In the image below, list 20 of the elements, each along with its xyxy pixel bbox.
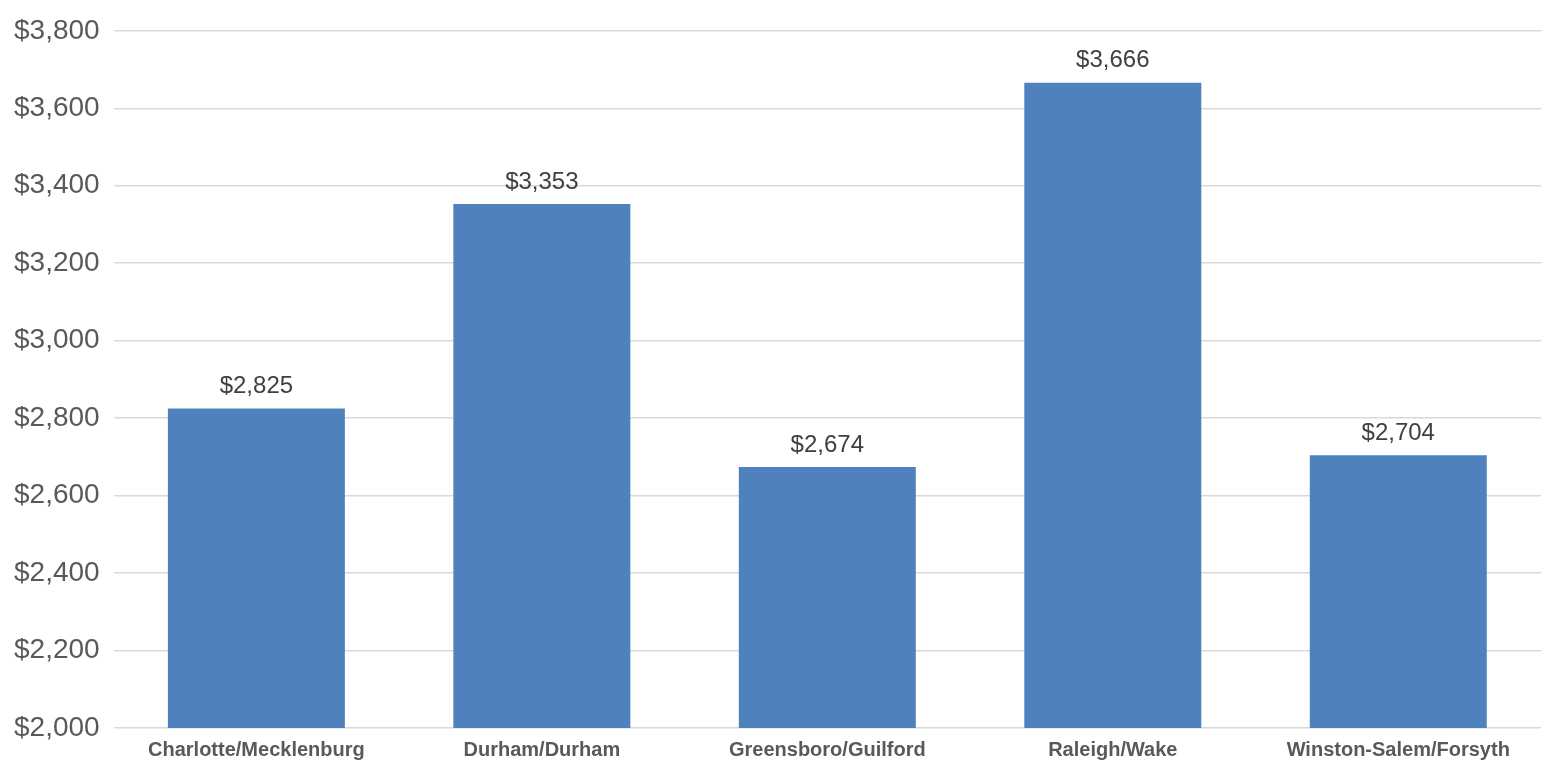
data-label: $2,704 bbox=[1361, 417, 1435, 445]
x-tick-label: Greensboro/Guilford bbox=[728, 737, 926, 760]
x-tick-label: Winston-Salem/Forsyth bbox=[1286, 737, 1510, 760]
data-label: $3,666 bbox=[1076, 45, 1150, 73]
y-tick-label: $3,000 bbox=[14, 323, 100, 355]
y-tick-label: $3,800 bbox=[14, 13, 100, 45]
y-tick-label: $3,400 bbox=[14, 168, 100, 200]
x-tick-label: Durham/Durham bbox=[463, 737, 621, 760]
y-tick-label: $2,000 bbox=[14, 710, 100, 742]
y-tick-label: $2,800 bbox=[14, 400, 100, 432]
y-tick-label: $3,200 bbox=[14, 245, 100, 277]
x-tick-label: Charlotte/Mecklenburg bbox=[148, 737, 365, 760]
y-tick-label: $2,200 bbox=[14, 633, 100, 665]
x-tick-label: Raleigh/Wake bbox=[1048, 737, 1178, 760]
y-tick-label: $2,400 bbox=[14, 555, 100, 587]
y-tick-label: $3,600 bbox=[14, 90, 100, 122]
data-label: $2,825 bbox=[219, 371, 294, 399]
data-label: $2,674 bbox=[790, 429, 865, 457]
data-label: $3,353 bbox=[505, 166, 579, 194]
y-tick-label: $2,600 bbox=[14, 478, 100, 510]
